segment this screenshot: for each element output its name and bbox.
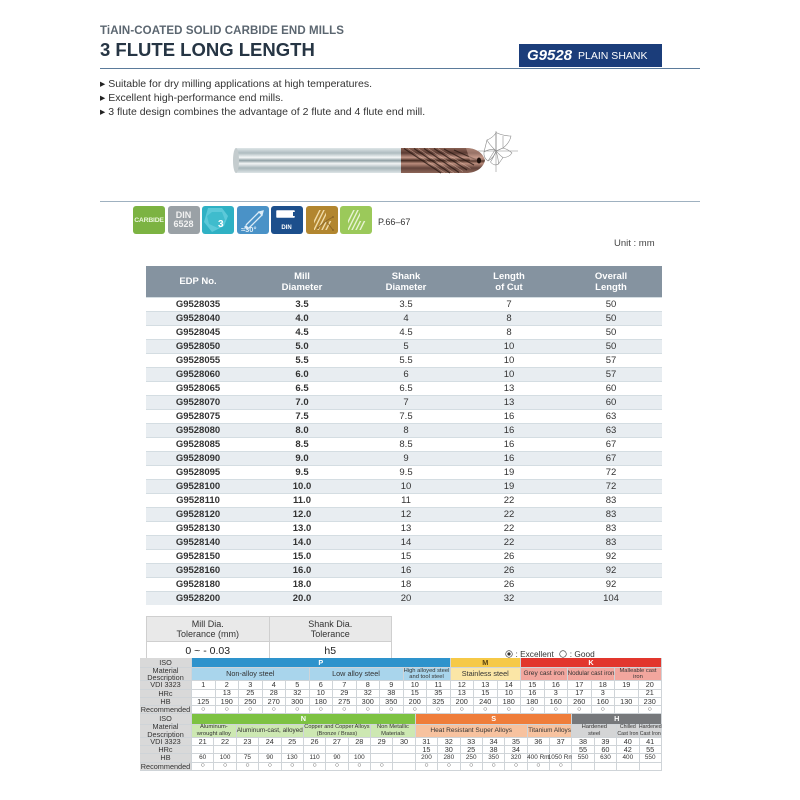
svg-text:≈30°: ≈30° bbox=[241, 225, 256, 234]
